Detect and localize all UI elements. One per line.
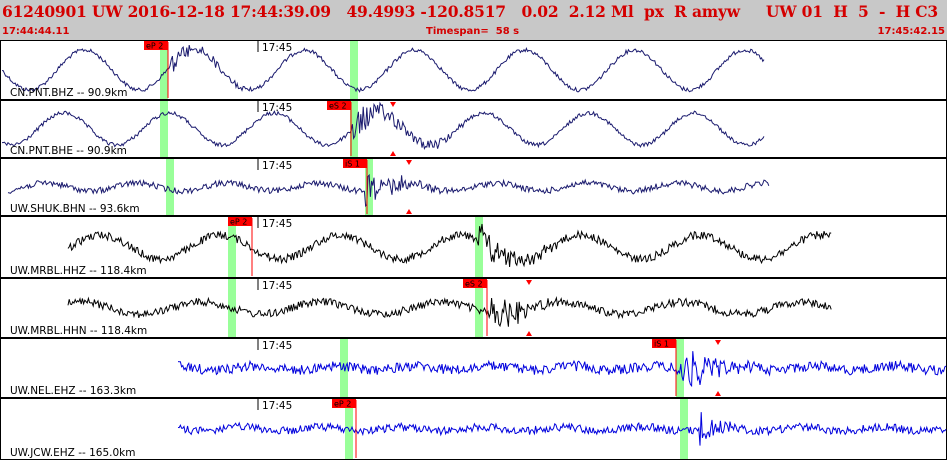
waveform bbox=[177, 412, 947, 446]
waveform bbox=[7, 173, 770, 208]
trace-panel-2[interactable]: 17:45 eS 2 CN.PNT.BHE -- 90.9km bbox=[0, 100, 947, 158]
pick-label: eS 2 bbox=[329, 102, 347, 111]
start-time: 17:44:44.11 bbox=[2, 26, 70, 37]
trace-panel-4[interactable]: 17:45 eP 2 UW.MRBL.HHZ -- 118.4km bbox=[0, 216, 947, 278]
trace-panel-7[interactable]: 17:45 eP 2 UW.JCW.EHZ -- 165.0km bbox=[0, 398, 947, 460]
waveform bbox=[67, 223, 832, 268]
end-time: 17:45:42.15 bbox=[877, 26, 945, 37]
phase-window bbox=[350, 101, 358, 157]
minute-tick-label: 17:45 bbox=[262, 102, 292, 114]
pick-marker bbox=[715, 391, 721, 396]
minute-tick-label: 17:45 bbox=[262, 42, 292, 54]
event-info: 61240901 UW 2016-12-18 17:44:39.09 49.49… bbox=[2, 2, 947, 21]
trace-panel-6[interactable]: 17:45 iS 1 UW.NEL.EHZ -- 163.3km bbox=[0, 338, 947, 398]
pick-flag[interactable] bbox=[144, 41, 168, 50]
phase-window bbox=[475, 279, 483, 337]
trace-frame bbox=[0, 278, 947, 338]
station-label: UW.NEL.EHZ -- 163.3km bbox=[10, 385, 136, 397]
minute-tick-label: 17:45 bbox=[262, 280, 292, 292]
station-label: UW.SHUK.BHN -- 93.6km bbox=[10, 203, 140, 215]
pick-label: eP 2 bbox=[146, 42, 163, 51]
phase-window bbox=[160, 41, 168, 99]
station-label: UW.MRBL.HHN -- 118.4km bbox=[10, 325, 147, 337]
phase-window bbox=[160, 101, 168, 157]
waveform bbox=[2, 101, 765, 151]
trace-panel[interactable]: 17:45 eP 2 CN.PNT.BHZ -- 90.9km 17:45 eS 2 CN… bbox=[0, 40, 947, 460]
minute-tick-label: 17:45 bbox=[262, 218, 292, 230]
phase-window bbox=[228, 217, 236, 277]
phase-window bbox=[365, 159, 373, 215]
waveform bbox=[177, 351, 947, 388]
station-label: UW.JCW.EHZ -- 165.0km bbox=[10, 447, 136, 459]
minute-tick-label: 17:45 bbox=[262, 400, 292, 412]
station-label: UW.MRBL.HHZ -- 118.4km bbox=[10, 265, 147, 277]
pick-label: eS 2 bbox=[465, 280, 483, 289]
pick-marker bbox=[406, 160, 412, 165]
pick-flag[interactable] bbox=[652, 339, 676, 348]
event-header: 61240901 UW 2016-12-18 17:44:39.09 49.49… bbox=[0, 0, 947, 40]
station-label: CN.PNT.BHZ -- 90.9km bbox=[10, 87, 127, 99]
pick-flag[interactable] bbox=[343, 159, 367, 168]
pick-label: iS 1 bbox=[345, 160, 360, 169]
pick-marker bbox=[526, 331, 532, 336]
pick-marker bbox=[390, 151, 396, 156]
pick-label: eP 2 bbox=[230, 218, 247, 227]
trace-frame bbox=[0, 40, 947, 100]
pick-flag[interactable] bbox=[463, 279, 487, 288]
pick-marker bbox=[526, 280, 532, 285]
minute-tick-label: 17:45 bbox=[262, 160, 292, 172]
pick-label: iS 1 bbox=[654, 340, 669, 349]
trace-panel-3[interactable]: 17:45 iS 1 UW.SHUK.BHN -- 93.6km bbox=[0, 158, 947, 216]
pick-flag[interactable] bbox=[332, 399, 356, 408]
trace-panel-5[interactable]: 17:45 eS 2 UW.MRBL.HHN -- 118.4km bbox=[0, 278, 947, 338]
pick-flag[interactable] bbox=[327, 101, 351, 110]
trace-frame bbox=[0, 158, 947, 216]
timespan: Timespan= 58 s bbox=[426, 26, 520, 37]
pick-marker bbox=[715, 340, 721, 345]
pick-marker bbox=[390, 102, 396, 107]
pick-label: eP 2 bbox=[334, 400, 351, 409]
minute-tick-label: 17:45 bbox=[262, 340, 292, 352]
waveform bbox=[67, 296, 832, 328]
phase-window bbox=[166, 159, 174, 215]
waveform bbox=[2, 44, 765, 93]
station-label: CN.PNT.BHE -- 90.9km bbox=[10, 145, 127, 157]
trace-panel-1[interactable]: 17:45 eP 2 CN.PNT.BHZ -- 90.9km bbox=[0, 40, 947, 100]
pick-marker bbox=[406, 209, 412, 214]
phase-window bbox=[475, 217, 483, 277]
trace-frame bbox=[0, 398, 947, 460]
phase-window bbox=[350, 41, 358, 99]
trace-frame bbox=[0, 100, 947, 158]
pick-flag[interactable] bbox=[228, 217, 252, 226]
